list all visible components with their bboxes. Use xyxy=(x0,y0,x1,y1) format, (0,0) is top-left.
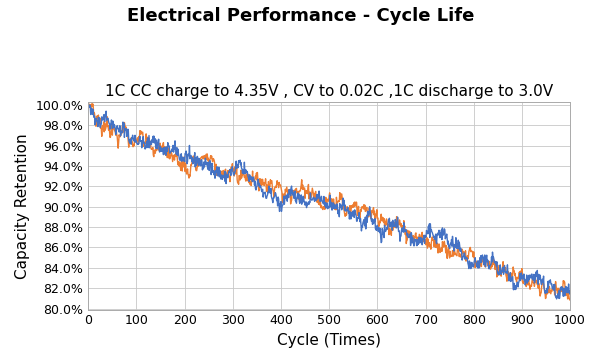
Title: 1C CC charge to 4.35V , CV to 0.02C ,1C discharge to 3.0V: 1C CC charge to 4.35V , CV to 0.02C ,1C … xyxy=(105,84,554,99)
Y-axis label: Capacity Retention: Capacity Retention xyxy=(15,133,30,278)
Text: Electrical Performance - Cycle Life: Electrical Performance - Cycle Life xyxy=(127,7,474,25)
X-axis label: Cycle (Times): Cycle (Times) xyxy=(277,333,381,348)
